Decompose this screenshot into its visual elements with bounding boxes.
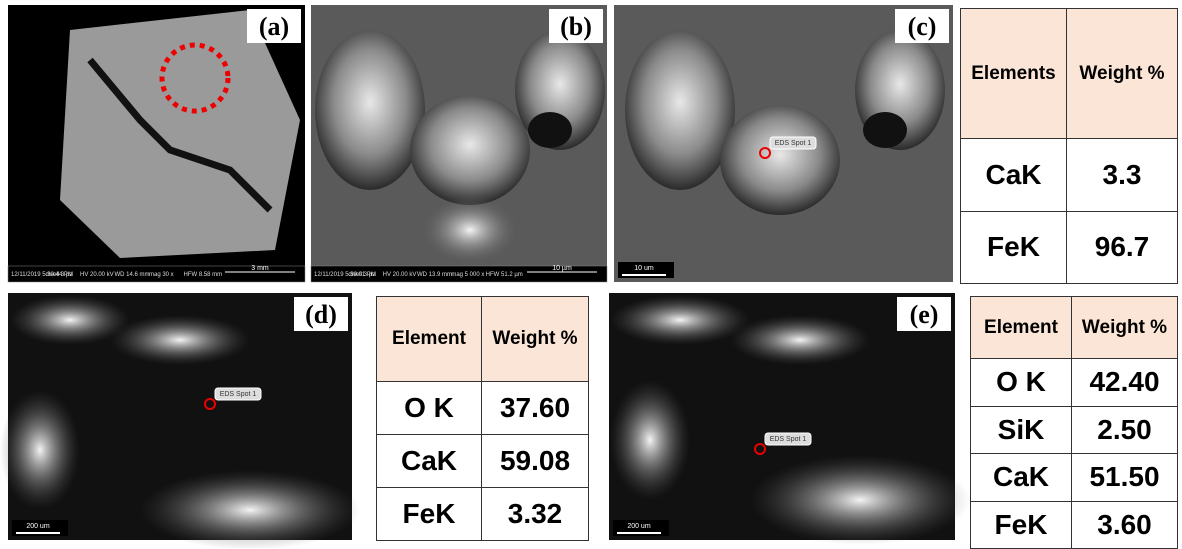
- table-cell: 51.50: [1072, 454, 1178, 502]
- info-text: dwell 3 µs: [46, 272, 73, 278]
- info-text: HV 20.00 kV: [80, 272, 114, 278]
- info-text: mag 5 000 x: [451, 272, 484, 278]
- page: { "panels": [ {"label": "(a)", "info": […: [0, 0, 1182, 548]
- particle: [315, 30, 425, 190]
- table-cell: CaK: [971, 454, 1072, 502]
- deposit: [750, 455, 970, 545]
- panel-label: (d): [305, 300, 337, 329]
- spot-label: EDS Spot 1: [775, 140, 812, 147]
- info-text: WD 13.9 mm: [417, 272, 452, 278]
- table-cell: Elements: [961, 9, 1067, 139]
- table-cell: O K: [971, 359, 1072, 407]
- pore: [528, 112, 572, 148]
- scale-label: 3 mm: [251, 265, 269, 272]
- table-cell: 2.50: [1072, 406, 1178, 454]
- table-cell: O K: [377, 382, 482, 435]
- spot-label: EDS Spot 1: [770, 436, 807, 443]
- deposit: [610, 380, 690, 500]
- table-cell: FeK: [377, 488, 482, 541]
- info-text: HFW 51.2 µm: [486, 272, 523, 278]
- table-cell: FeK: [971, 501, 1072, 549]
- table-cell: 59.08: [482, 435, 589, 488]
- particle: [625, 30, 735, 190]
- scale-label: 200 um: [26, 523, 50, 530]
- table-cell: 42.40: [1072, 359, 1178, 407]
- particle: [410, 95, 530, 205]
- info-text: mag 30 x: [149, 272, 174, 278]
- table-cell: SiK: [971, 406, 1072, 454]
- scale-label: 10 um: [634, 265, 654, 272]
- table-cell: 3.3: [1067, 139, 1178, 212]
- particle: [420, 195, 520, 265]
- table-cell: 96.7: [1067, 211, 1178, 284]
- table-cell: 3.32: [482, 488, 589, 541]
- table-cell: Element: [377, 297, 482, 382]
- deposit: [730, 315, 870, 365]
- deposit: [610, 295, 750, 345]
- deposit: [110, 315, 250, 365]
- panel-label: (a): [259, 12, 289, 41]
- table-cell: FeK: [961, 211, 1067, 284]
- info-text: dwell 3 µs: [348, 272, 375, 278]
- panel-label: (e): [910, 300, 939, 329]
- scale-label: 10 µm: [552, 265, 572, 272]
- pore: [863, 112, 907, 148]
- table-cell: Weight %: [1067, 9, 1178, 139]
- scale-label: 200 um: [627, 523, 651, 530]
- table-cell: CaK: [961, 139, 1067, 212]
- table-cell: CaK: [377, 435, 482, 488]
- table-cell: 37.60: [482, 382, 589, 435]
- deposit: [0, 390, 80, 510]
- table-cell: Weight %: [1072, 297, 1178, 359]
- info-text: WD 14.6 mm: [115, 272, 150, 278]
- info-text: HV 20.00 kV: [383, 272, 417, 278]
- table-cell: Weight %: [482, 297, 589, 382]
- table-cell: 3.60: [1072, 501, 1178, 549]
- panel-label: (b): [560, 12, 592, 41]
- table-cell: Element: [971, 297, 1072, 359]
- panel-label: (c): [908, 12, 937, 41]
- info-text: HFW 8.58 mm: [184, 272, 223, 278]
- deposit: [140, 470, 360, 548]
- particle: [720, 105, 840, 215]
- spot-label: EDS Spot 1: [220, 391, 257, 398]
